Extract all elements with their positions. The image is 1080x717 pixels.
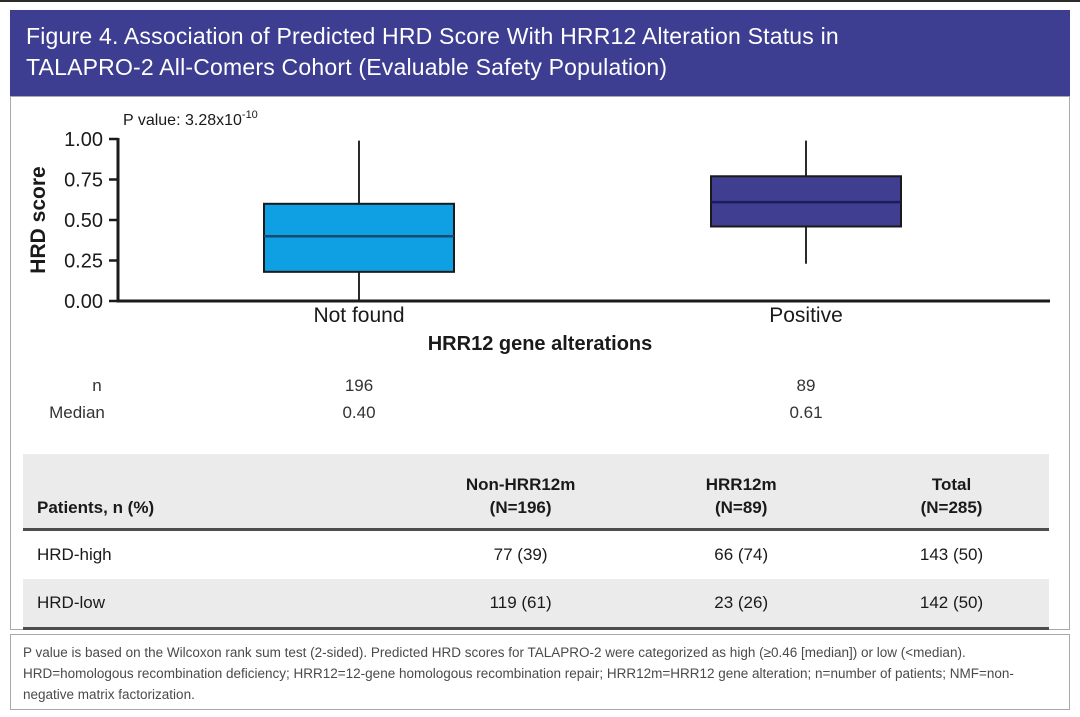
summary-table-wrap: Patients, n (%) Non-HRR12m (N=196) HRR12… [23,454,1049,630]
col-header-hrr12m-name: HRR12m [705,475,777,495]
median-row-label: Median [49,403,105,422]
category-label-1: Positive [769,304,843,327]
figure-title-bar: Figure 4. Association of Predicted HRD S… [10,10,1070,96]
n-value-0: 196 [345,376,373,395]
table-header-row: Patients, n (%) Non-HRR12m (N=196) HRR12… [23,454,1049,531]
cell-hrd-low-total: 142 (50) [854,579,1049,630]
cell-hrd-high-non-hrr12m: 77 (39) [493,545,548,564]
top-rule [0,0,1080,2]
col-header-non-hrr12m-n: (N=196) [489,498,552,518]
category-label-0: Not found [313,304,404,327]
y-tick-label-4: 0.00 [64,291,103,313]
footnote-box: P value is based on the Wilcoxon rank su… [10,634,1070,710]
hrd-boxplot-chart: Not found 196 0.40 Positive 89 0.61 1.00 0.75 0.… [27,109,1050,422]
footnote-abbreviations: HRD=homologous recombination deficiency;… [23,665,1014,702]
col-header-total-name: Total [931,475,972,495]
row-label-hrd-high: HRD-high [37,545,112,564]
col-header-hrr12m-n: (N=89) [714,498,768,518]
row-label-hrd-low: HRD-low [23,579,413,630]
figure-title-line1: Figure 4. Association of Predicted HRD S… [26,23,839,49]
y-tick-label-2: 0.50 [64,210,103,232]
figure-title-line2: TALAPRO-2 All-Comers Cohort (Evaluable S… [26,54,668,81]
table-row-hrd-low: HRD-low 119 (61) 23 (26) 142 (50) [23,579,1049,630]
cell-hrd-high-total: 143 (50) [919,545,984,564]
p-value-label: P value: 3.28x10-10 [123,109,258,129]
col-header-total: Total (N=285) [854,454,1049,531]
col-header-hrr12m: HRR12m (N=89) [628,454,855,531]
median-value-1: 0.61 [789,403,822,422]
col-header-non-hrr12m: Non-HRR12m (N=196) [412,454,629,531]
figure-content-panel: Not found 196 0.40 Positive 89 0.61 1.00 0.75 0.… [10,96,1070,630]
y-axis-title: HRD score [27,166,50,273]
n-row-label: n [92,376,101,395]
cell-hrd-low-non-hrr12m: 119 (61) [412,579,629,630]
y-tick-label-3: 0.25 [64,251,103,273]
col-header-non-hrr12m-name: Non-HRR12m [465,475,576,495]
box-0 [263,202,455,273]
y-tick-label-1: 0.75 [64,170,103,192]
cell-hrd-high-hrr12m: 66 (74) [714,545,769,564]
y-tick-label-0: 1.00 [64,129,103,151]
n-value-1: 89 [797,376,816,395]
col-header-patients: Patients, n (%) [23,454,413,531]
median-value-0: 0.40 [342,403,375,422]
col-header-total-n: (N=285) [920,498,983,518]
footnote-sentence: P value is based on the Wilcoxon rank su… [23,645,966,660]
summary-table: Patients, n (%) Non-HRR12m (N=196) HRR12… [23,454,1049,630]
cell-hrd-low-hrr12m: 23 (26) [628,579,855,630]
x-axis-title: HRR12 gene alterations [428,333,653,355]
table-row-hrd-high: HRD-high 77 (39) 66 (74) 143 (50) [23,530,1049,580]
